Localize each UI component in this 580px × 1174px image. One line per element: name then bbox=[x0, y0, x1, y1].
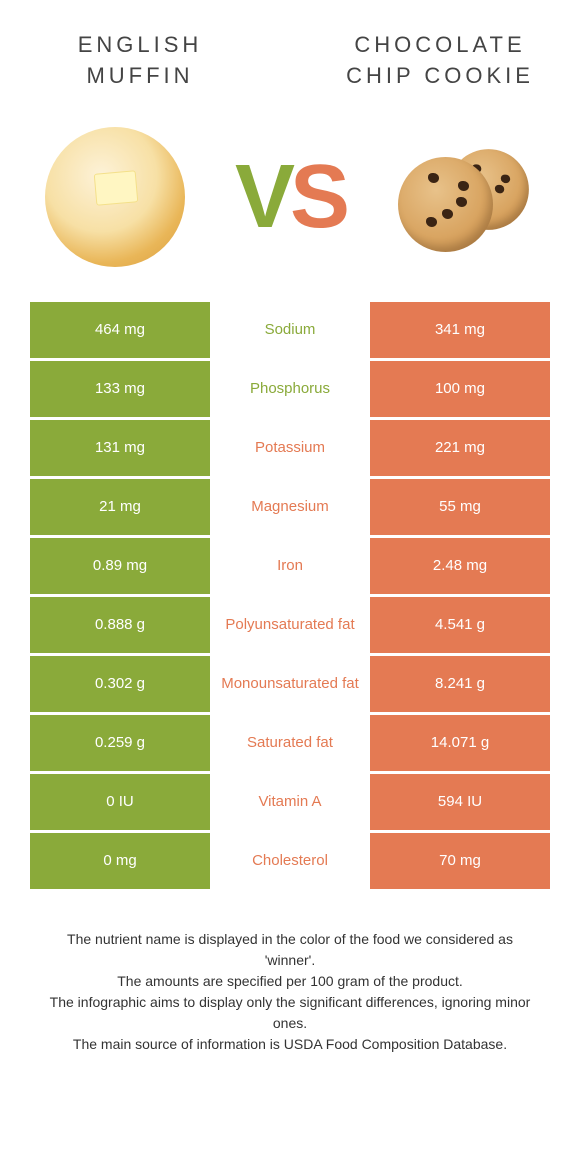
nutrient-value-right: 8.241 g bbox=[370, 656, 550, 712]
nutrient-label: Sodium bbox=[210, 302, 370, 358]
nutrient-value-left: 0 IU bbox=[30, 774, 210, 830]
nutrient-value-right: 4.541 g bbox=[370, 597, 550, 653]
food-title-left-line1: ENGLISH bbox=[40, 30, 240, 61]
nutrient-value-right: 2.48 mg bbox=[370, 538, 550, 594]
vs-s: S bbox=[290, 147, 345, 247]
nutrient-value-left: 0 mg bbox=[30, 833, 210, 889]
nutrient-label: Vitamin A bbox=[210, 774, 370, 830]
cookie-icon bbox=[390, 142, 540, 252]
food-title-right-line2: CHIP COOKIE bbox=[340, 61, 540, 92]
nutrient-label: Saturated fat bbox=[210, 715, 370, 771]
footnote-4: The main source of information is USDA F… bbox=[40, 1034, 540, 1055]
nutrient-value-left: 131 mg bbox=[30, 420, 210, 476]
nutrient-row: 131 mgPotassium221 mg bbox=[30, 420, 550, 476]
nutrient-value-left: 0.888 g bbox=[30, 597, 210, 653]
hero-row: VS bbox=[0, 102, 580, 302]
vs-label: VS bbox=[235, 152, 345, 242]
nutrient-row: 0.259 gSaturated fat14.071 g bbox=[30, 715, 550, 771]
nutrient-value-right: 341 mg bbox=[370, 302, 550, 358]
food-image-right bbox=[390, 122, 540, 272]
nutrient-value-left: 0.259 g bbox=[30, 715, 210, 771]
nutrient-value-right: 55 mg bbox=[370, 479, 550, 535]
nutrient-label: Potassium bbox=[210, 420, 370, 476]
nutrient-value-left: 0.89 mg bbox=[30, 538, 210, 594]
nutrient-label: Monounsaturated fat bbox=[210, 656, 370, 712]
nutrient-value-left: 0.302 g bbox=[30, 656, 210, 712]
nutrient-value-right: 594 IU bbox=[370, 774, 550, 830]
nutrient-value-right: 221 mg bbox=[370, 420, 550, 476]
nutrient-row: 133 mgPhosphorus100 mg bbox=[30, 361, 550, 417]
nutrient-row: 0.888 gPolyunsaturated fat4.541 g bbox=[30, 597, 550, 653]
nutrient-label: Iron bbox=[210, 538, 370, 594]
footnotes: The nutrient name is displayed in the co… bbox=[40, 929, 540, 1055]
english-muffin-icon bbox=[45, 127, 185, 267]
footnote-1: The nutrient name is displayed in the co… bbox=[40, 929, 540, 971]
header: ENGLISH MUFFIN CHOCOLATE CHIP COOKIE bbox=[0, 0, 580, 102]
nutrient-value-right: 14.071 g bbox=[370, 715, 550, 771]
nutrient-table: 464 mgSodium341 mg133 mgPhosphorus100 mg… bbox=[30, 302, 550, 889]
footnote-3: The infographic aims to display only the… bbox=[40, 992, 540, 1034]
vs-v: V bbox=[235, 147, 290, 247]
nutrient-row: 0.302 gMonounsaturated fat8.241 g bbox=[30, 656, 550, 712]
nutrient-value-right: 70 mg bbox=[370, 833, 550, 889]
food-image-left bbox=[40, 122, 190, 272]
food-title-right: CHOCOLATE CHIP COOKIE bbox=[340, 30, 540, 92]
nutrient-label: Magnesium bbox=[210, 479, 370, 535]
nutrient-value-right: 100 mg bbox=[370, 361, 550, 417]
nutrient-row: 464 mgSodium341 mg bbox=[30, 302, 550, 358]
nutrient-value-left: 21 mg bbox=[30, 479, 210, 535]
nutrient-value-left: 133 mg bbox=[30, 361, 210, 417]
nutrient-row: 0.89 mgIron2.48 mg bbox=[30, 538, 550, 594]
nutrient-value-left: 464 mg bbox=[30, 302, 210, 358]
nutrient-label: Phosphorus bbox=[210, 361, 370, 417]
food-title-left: ENGLISH MUFFIN bbox=[40, 30, 240, 92]
nutrient-row: 21 mgMagnesium55 mg bbox=[30, 479, 550, 535]
nutrient-label: Cholesterol bbox=[210, 833, 370, 889]
food-title-right-line1: CHOCOLATE bbox=[340, 30, 540, 61]
footnote-2: The amounts are specified per 100 gram o… bbox=[40, 971, 540, 992]
nutrient-row: 0 mgCholesterol70 mg bbox=[30, 833, 550, 889]
infographic-root: ENGLISH MUFFIN CHOCOLATE CHIP COOKIE VS bbox=[0, 0, 580, 1055]
food-title-left-line2: MUFFIN bbox=[40, 61, 240, 92]
nutrient-row: 0 IUVitamin A594 IU bbox=[30, 774, 550, 830]
nutrient-label: Polyunsaturated fat bbox=[210, 597, 370, 653]
